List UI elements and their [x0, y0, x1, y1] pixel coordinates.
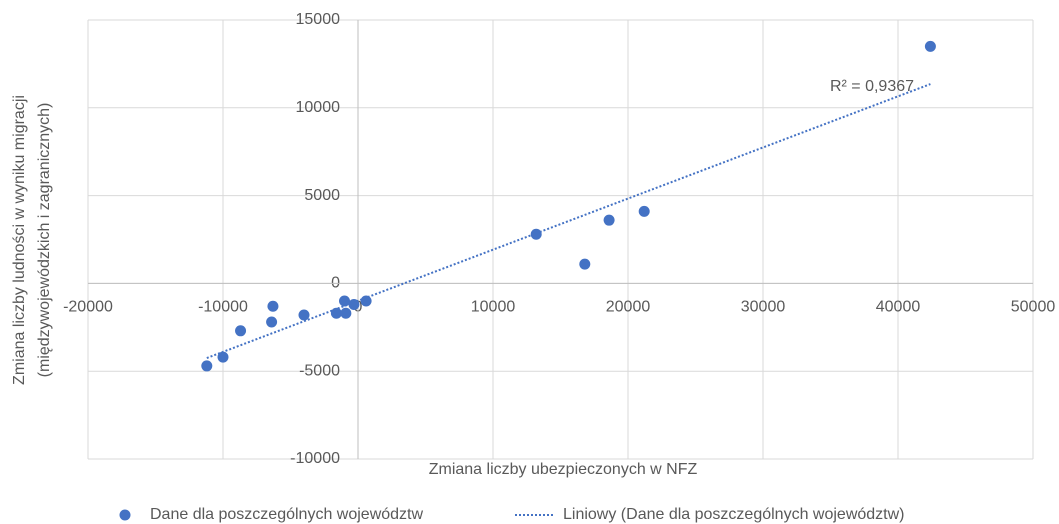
- point: [339, 295, 350, 307]
- y-tick-label: 15000: [296, 11, 341, 28]
- point: [340, 307, 352, 319]
- point: [924, 40, 936, 52]
- x-axis-label: Zmiana liczby ubezpieczonych w NFZ: [429, 461, 698, 478]
- point: [235, 325, 247, 337]
- legend-label: Liniowy (Dane dla poszczególnych wojewód…: [563, 506, 905, 523]
- point: [638, 205, 650, 217]
- y-tick-label: -10000: [290, 450, 340, 467]
- point: [266, 316, 278, 328]
- point: [298, 309, 310, 321]
- legend-label: Dane dla poszczególnych województw: [150, 506, 423, 523]
- x-tick-label: -10000: [198, 299, 248, 316]
- y-axis-label: (międzywojewódzkich i zagranicznych): [36, 103, 53, 378]
- point: [579, 258, 591, 270]
- x-tick-label: 20000: [606, 299, 651, 316]
- point: [348, 298, 360, 310]
- point: [330, 307, 342, 319]
- legend-marker: [119, 509, 131, 521]
- x-tick-label: -20000: [63, 299, 113, 316]
- y-axis-label: Zmiana liczby ludności w wyniku migracji: [11, 95, 28, 385]
- x-tick-label: 10000: [471, 299, 516, 316]
- point: [267, 300, 279, 312]
- point: [360, 295, 372, 307]
- y-tick-label: 10000: [296, 99, 341, 116]
- trendline: [206, 83, 931, 359]
- trendline-annotation: R² = 0,9367: [830, 78, 914, 95]
- y-tick-label: 5000: [304, 187, 340, 204]
- point: [603, 214, 615, 226]
- point: [201, 360, 213, 372]
- point: [217, 351, 229, 363]
- point: [530, 228, 542, 240]
- x-tick-label: 40000: [876, 299, 921, 316]
- x-tick-label: 50000: [1011, 299, 1056, 316]
- x-tick-label: 30000: [741, 299, 786, 316]
- y-tick-label: -5000: [299, 362, 340, 379]
